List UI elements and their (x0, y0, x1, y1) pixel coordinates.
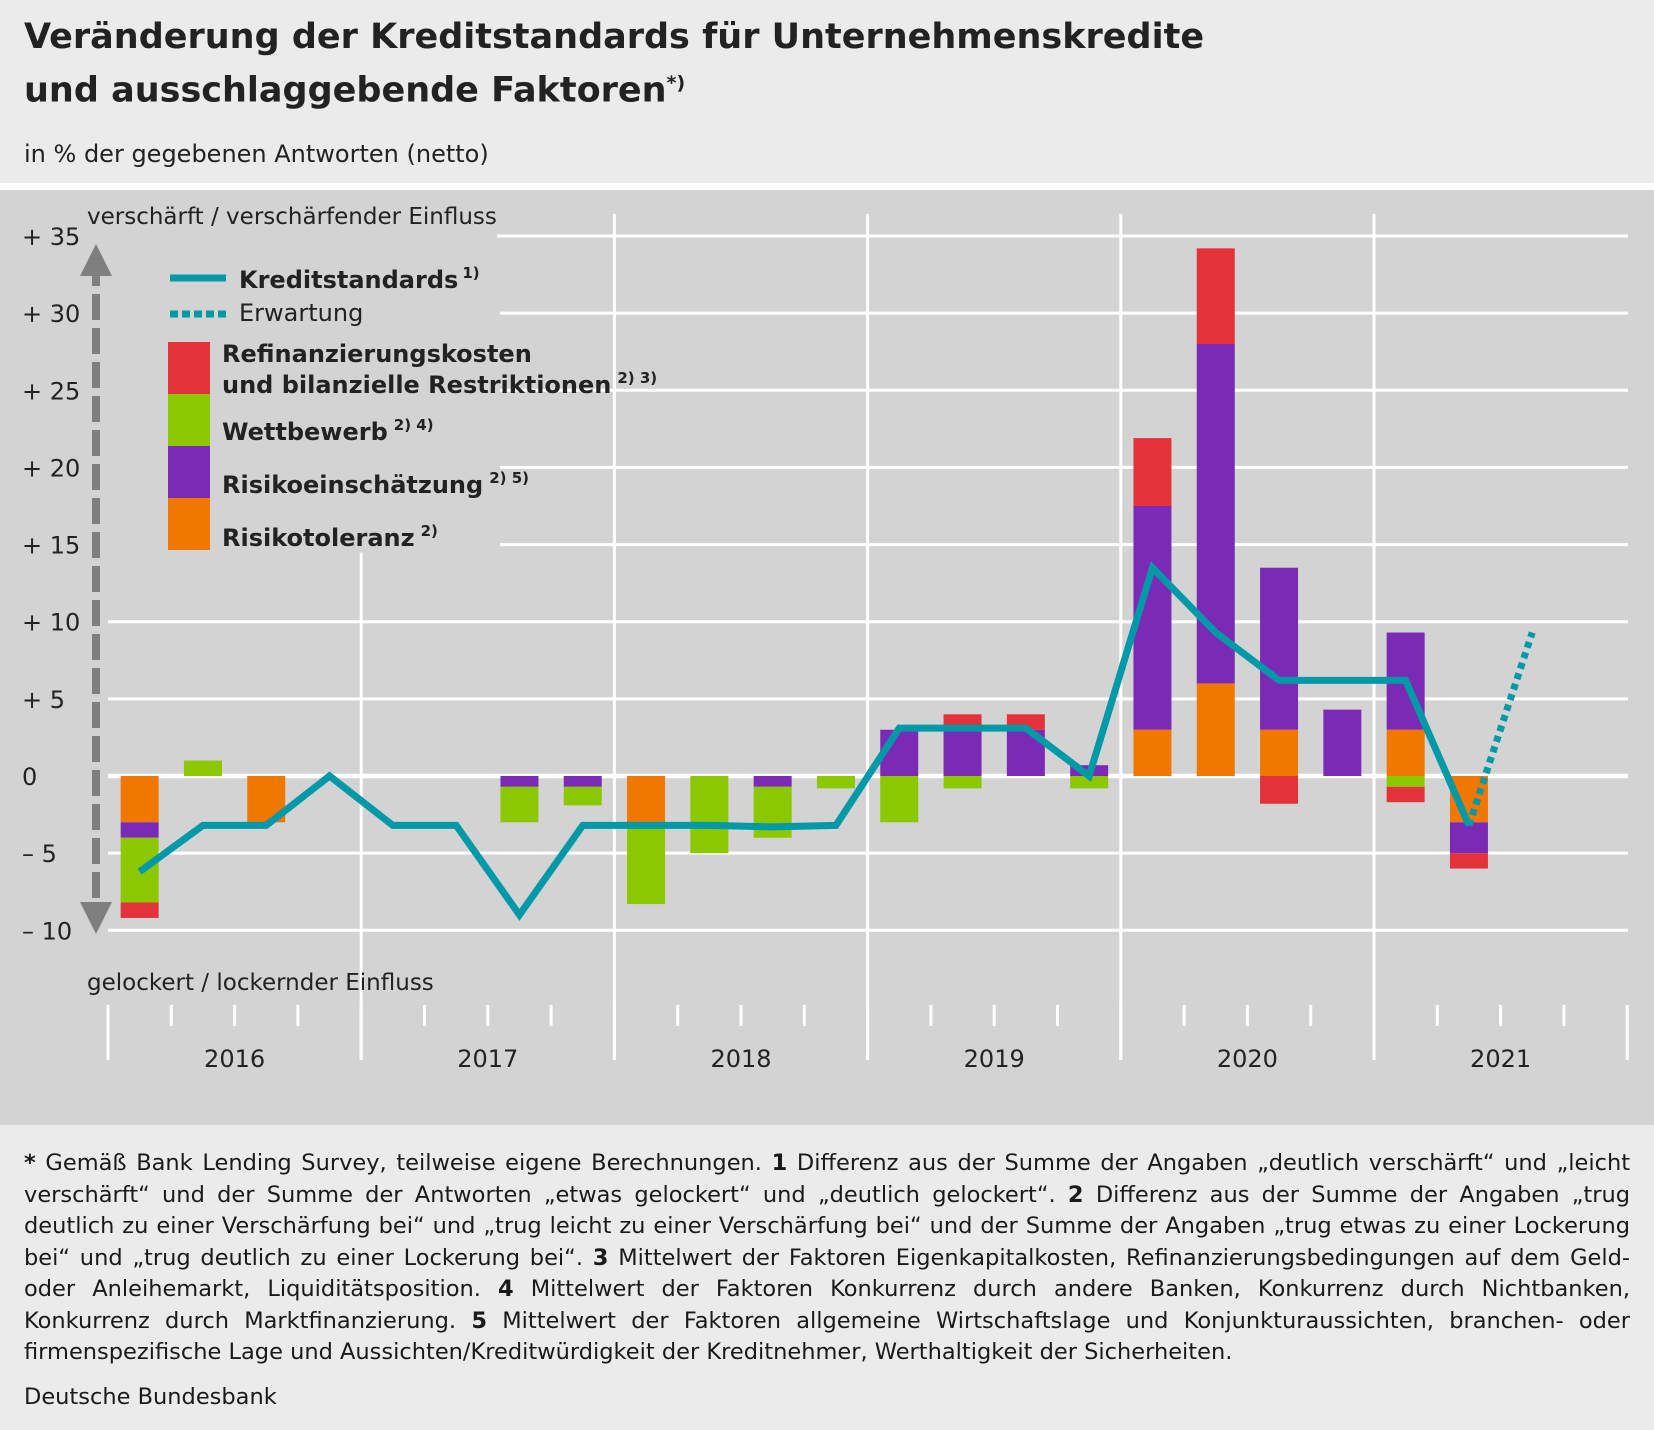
bar-refi-20 (1386, 786, 1425, 803)
legend-label-kreditstandards: Kreditstandards 1) (239, 264, 480, 294)
legend-swatch-risikoein (168, 446, 210, 498)
y-tick-label-5: + 5 (22, 686, 65, 714)
footnote-5-marker: 5 (471, 1307, 487, 1334)
axis-layer: + 35 + 30 + 25 + 20 + 15 + 10 + 5 0 – 5 – 10 2016 2… (22, 204, 1629, 1073)
legend-label-erwartung: Erwartung (239, 299, 363, 327)
bar-risikotol-18 (1260, 729, 1299, 776)
legend-label-risikoeinschaetzung: Risikoeinschätzung 2) 5) (222, 469, 529, 499)
bar-risikoein-17 (1196, 344, 1235, 684)
year-label-2018: 2018 (710, 1045, 771, 1073)
chart-subtitle: in % der gegebenen Antworten (netto) (24, 140, 489, 168)
y-tick-label--5: – 5 (22, 840, 57, 868)
legend-label-wettbewerb: Wettbewerb 2) 4) (222, 416, 434, 446)
chart-title: Veränderung der Kreditstandards für Unte… (24, 14, 1204, 114)
line-layer (137, 561, 1536, 921)
bar-risikoein-13 (943, 729, 982, 776)
bar-risikotol-16 (1133, 729, 1172, 776)
bar-risikoein-7 (563, 776, 602, 787)
legend-swatch-wett (168, 394, 210, 446)
y-tick-label-25: + 25 (22, 377, 80, 405)
bar-wett-7 (563, 786, 602, 806)
top-divider (0, 183, 1654, 190)
footnote-2-text: Differenz aus der Summe der Angaben „tru… (24, 1181, 1631, 1271)
bar-wett-20 (1386, 776, 1425, 787)
footnote-1-text: Differenz aus der Summe der Angaben „deu… (24, 1150, 1631, 1208)
legend-swatch-refi (168, 342, 210, 394)
bar-refi-17 (1196, 248, 1235, 344)
footnotes: * Gemäß Bank Lending Survey, teilweise e… (24, 1148, 1630, 1369)
bar-wett-13 (943, 776, 982, 789)
bar-risikoein-21 (1449, 822, 1488, 854)
chart-svg: + 35 + 30 + 25 + 20 + 15 + 10 + 5 0 – 5 – 10 2016 2… (22, 204, 1629, 1073)
bar-risikotol-20 (1386, 729, 1425, 776)
bar-risikoein-0 (120, 822, 159, 838)
bar-refi-16 (1133, 438, 1172, 506)
bottom-direction-label: gelockert / lockernder Einfluss (87, 970, 434, 996)
bar-risikoein-19 (1323, 709, 1362, 776)
legend-label-refi-line1: Refinanzierungskosten (222, 340, 532, 368)
top-direction-label: verschärft / verschärfender Einfluss (87, 204, 497, 230)
bar-risikoein-6 (500, 776, 539, 787)
footnote-star-marker: * (24, 1150, 36, 1176)
footnote-5-text: Mittelwert der Faktoren allgemeine Wirts… (24, 1307, 1631, 1366)
footnote-3-marker: 3 (592, 1244, 609, 1271)
bar-risikotol-8 (627, 776, 666, 823)
bar-wett-11 (816, 776, 855, 789)
bar-wett-6 (500, 786, 539, 823)
footnote-2-marker: 2 (1067, 1181, 1084, 1208)
series-line-kreditstandards (137, 561, 1473, 921)
title-marker: *) (666, 72, 686, 94)
year-label-2017: 2017 (457, 1045, 518, 1073)
y-tick-label--10: – 10 (22, 917, 72, 945)
legend-label-refi-line2: und bilanzielle Restriktionen 2) 3) (222, 369, 657, 399)
bar-wett-8 (627, 822, 666, 905)
bar-wett-9 (690, 776, 729, 854)
source-label: Deutsche Bundesbank (24, 1384, 277, 1410)
bar-risikoein-18 (1260, 567, 1299, 730)
year-label-2020: 2020 (1217, 1045, 1278, 1073)
y-tick-label-0: 0 (22, 763, 37, 791)
legend-label-risikotoleranz: Risikotoleranz 2) (222, 522, 438, 552)
bar-risikotol-0 (120, 776, 159, 823)
footnote-1-marker: 1 (771, 1150, 788, 1176)
bar-risikotol-17 (1196, 683, 1235, 776)
y-tick-label-35: + 35 (22, 223, 80, 251)
plot-panel: + 35 + 30 + 25 + 20 + 15 + 10 + 5 0 – 5 – 10 2016 2… (0, 190, 1654, 1125)
footnote-4-text: Mittelwert der Faktoren Konkurrenz durch… (24, 1276, 1631, 1334)
footnote-star-text: Gemäß Bank Lending Survey, teilweise eig… (45, 1150, 762, 1176)
bar-risikoein-10 (753, 776, 792, 787)
y-tick-label-20: + 20 (22, 454, 80, 482)
year-label-2021: 2021 (1470, 1045, 1531, 1073)
y-tick-label-30: + 30 (22, 300, 80, 328)
series-line-erwartung (1465, 631, 1536, 827)
bar-wett-1 (183, 760, 222, 776)
footnote-3-text: Mittelwert der Faktoren Eigenkapitalkost… (24, 1244, 1630, 1303)
y-tick-label-10: + 10 (22, 609, 80, 637)
bar-wett-12 (880, 776, 919, 823)
bar-refi-0 (120, 902, 159, 918)
title-line1: Veränderung der Kreditstandards für Unte… (24, 17, 1205, 57)
year-label-2019: 2019 (964, 1045, 1025, 1073)
legend-layer: Kreditstandards 1) Erwartung Refinanzierung… (168, 264, 657, 552)
bar-wett-15 (1070, 776, 1109, 789)
year-separator-layer (359, 214, 1376, 1060)
bar-refi-18 (1260, 776, 1299, 804)
legend-swatch-risikotol (168, 498, 210, 550)
footnote-4-marker: 4 (497, 1276, 514, 1302)
bar-refi-21 (1449, 853, 1488, 869)
title-line2: und ausschlaggebende Faktoren (24, 70, 667, 111)
y-tick-label-15: + 15 (22, 532, 80, 560)
year-label-2016: 2016 (204, 1045, 265, 1073)
